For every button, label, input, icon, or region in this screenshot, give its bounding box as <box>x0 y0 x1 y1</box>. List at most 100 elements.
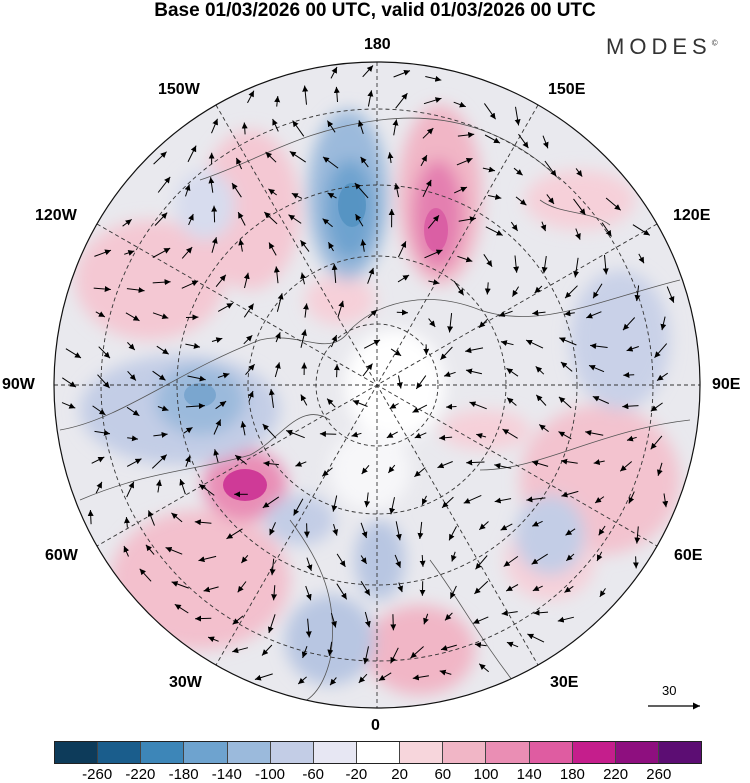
wind-vector <box>62 377 77 388</box>
wind-vector <box>303 303 309 318</box>
wind-vector <box>592 283 603 299</box>
wind-vector <box>322 218 333 228</box>
colorbar-tick-label: 140 <box>516 766 542 783</box>
wind-vector <box>207 636 219 643</box>
wind-vector <box>601 222 612 237</box>
wind-vector <box>428 279 440 286</box>
wind-vector <box>364 611 371 628</box>
wind-vector <box>494 497 512 504</box>
wind-vector <box>217 372 230 379</box>
wind-vector <box>541 256 548 274</box>
wind-vector <box>322 156 339 169</box>
colorbar-swatch <box>657 742 702 763</box>
wind-vector <box>469 401 487 410</box>
wind-vector <box>226 528 243 540</box>
wind-vector <box>476 433 487 439</box>
wind-vector <box>333 86 340 103</box>
wind-vector <box>632 556 639 569</box>
colorbar-tick-label: 260 <box>646 766 672 783</box>
wind-vector <box>395 92 408 109</box>
wind-vector <box>542 135 549 149</box>
wind-vector <box>267 614 276 634</box>
wind-vector <box>484 282 491 295</box>
wind-vector <box>660 316 667 331</box>
wind-vector <box>478 318 489 329</box>
colorbar-swatch <box>355 742 400 763</box>
wind-vector <box>561 490 579 498</box>
wind-vector <box>363 339 381 349</box>
wind-vector <box>157 405 169 412</box>
wind-vector <box>503 555 519 567</box>
colorbar-tick-label: -20 <box>345 766 368 783</box>
wind-vector <box>272 118 279 132</box>
wind-vector <box>662 493 669 508</box>
wind-vector <box>195 615 212 622</box>
colorbar-tick-label: 220 <box>603 766 629 783</box>
wind-vector <box>238 239 245 252</box>
wind-vector <box>354 182 369 199</box>
wind-vector <box>638 253 645 264</box>
colorbar-tick-label: 60 <box>434 766 452 783</box>
colorbar-swatch <box>183 742 227 763</box>
wind-vector <box>211 118 218 134</box>
wind-vector <box>232 647 249 654</box>
wind-vector <box>94 249 112 257</box>
colorbar-swatch <box>226 742 270 763</box>
wind-vector <box>532 585 543 592</box>
wind-vector <box>388 464 396 474</box>
wind-vector <box>139 568 152 582</box>
wind-vector <box>514 106 521 126</box>
wind-vector <box>558 431 572 440</box>
wind-vector <box>564 585 574 593</box>
wind-vector <box>465 368 483 375</box>
wind-vector <box>478 663 490 673</box>
wind-vector <box>297 676 307 685</box>
wind-vector <box>145 544 155 555</box>
wind-vector <box>527 633 545 643</box>
wind-vector <box>211 205 218 223</box>
wind-vector <box>626 345 639 352</box>
wind-vector <box>152 247 171 258</box>
wind-vector <box>171 581 189 589</box>
wind-vector <box>152 279 171 286</box>
wind-vector <box>330 612 337 628</box>
wind-vector <box>247 90 255 104</box>
brand-text: MODES <box>606 34 712 59</box>
wind-vector <box>65 348 82 359</box>
wind-vector <box>352 400 368 407</box>
wind-vector <box>449 585 457 599</box>
wind-vector <box>360 156 369 168</box>
wind-vector <box>453 280 465 296</box>
wind-vector <box>397 582 404 593</box>
wind-vector <box>415 375 427 390</box>
wind-vector <box>390 614 397 631</box>
lon-label-180: 180 <box>364 36 391 53</box>
wind-vector <box>291 192 303 199</box>
wind-vector <box>423 613 429 625</box>
wind-vector <box>423 97 442 105</box>
wind-vector <box>573 198 586 216</box>
colorbar-swatch <box>269 742 313 763</box>
lon-label-0: 0 <box>371 717 380 734</box>
wind-vector <box>187 375 206 382</box>
wind-vector <box>666 286 675 303</box>
wind-vector <box>544 160 557 177</box>
wind-vector <box>602 254 609 275</box>
wind-vector <box>515 196 527 206</box>
wind-vector <box>628 491 635 504</box>
wind-vector <box>94 429 111 436</box>
wind-vector <box>494 463 512 469</box>
colorbar-swatch <box>528 742 572 763</box>
wind-vector <box>156 345 169 355</box>
wind-vector <box>439 669 452 676</box>
wind-vector <box>500 340 514 346</box>
wind-vector <box>336 583 348 600</box>
wind-vector <box>558 396 572 409</box>
wind-vector <box>122 218 132 227</box>
wind-vector <box>654 343 668 359</box>
wind-vector <box>457 255 473 263</box>
wind-vectors <box>61 65 675 686</box>
wind-vector <box>93 286 111 293</box>
wind-vector <box>498 310 513 317</box>
wind-vector <box>126 481 135 498</box>
